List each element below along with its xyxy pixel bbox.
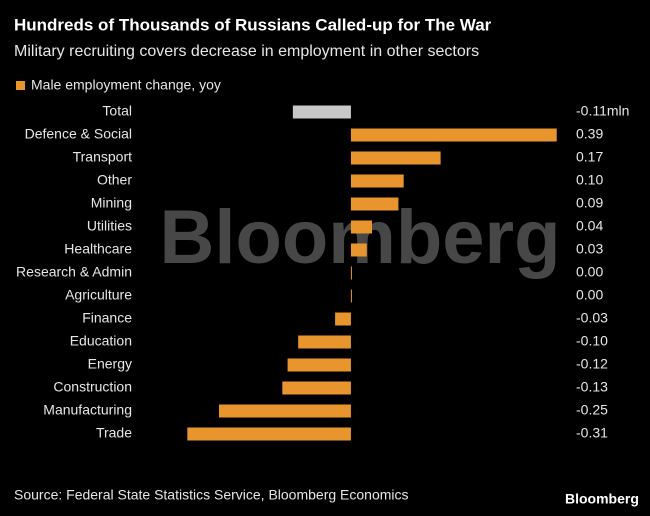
bar	[350, 220, 373, 234]
category-label: Education	[70, 333, 132, 349]
value-label: -0.10	[576, 333, 608, 349]
value-label: 0.09	[576, 195, 603, 211]
bar	[350, 243, 367, 257]
value-label: 0.04	[576, 218, 603, 234]
value-label: -0.13	[576, 379, 608, 395]
value-label: 0.10	[576, 172, 603, 188]
value-label: 0.39	[576, 126, 603, 142]
value-label: -0.25	[576, 402, 608, 418]
chart-title: Hundreds of Thousands of Russians Called…	[14, 15, 492, 34]
logo: Bloomberg	[565, 491, 639, 507]
bar	[350, 128, 557, 142]
bar	[350, 197, 399, 211]
bar	[298, 335, 351, 349]
category-label: Transport	[73, 149, 133, 165]
bar	[187, 427, 351, 441]
category-label: Other	[97, 172, 132, 188]
source: Source: Federal State Statistics Service…	[14, 487, 409, 503]
category-label: Research & Admin	[16, 264, 132, 280]
bar	[350, 266, 352, 280]
bar	[350, 151, 441, 165]
bar	[292, 105, 351, 119]
category-label: Finance	[82, 310, 132, 326]
category-label: Healthcare	[64, 241, 132, 257]
value-label: -0.11mln	[576, 103, 629, 119]
category-label: Defence & Social	[25, 126, 132, 142]
category-label: Agriculture	[65, 287, 132, 303]
bar	[350, 174, 404, 188]
value-label: -0.03	[576, 310, 608, 326]
category-label: Trade	[96, 425, 132, 441]
legend-label: Male employment change, yoy	[31, 77, 221, 93]
legend-swatch	[16, 81, 25, 90]
category-label: Mining	[91, 195, 132, 211]
category-label: Energy	[88, 356, 132, 372]
value-label: 0.00	[576, 287, 603, 303]
value-label: -0.31	[576, 425, 608, 441]
bar	[218, 404, 351, 418]
category-label: Total	[102, 103, 132, 119]
category-label: Construction	[53, 379, 132, 395]
value-label: 0.03	[576, 241, 603, 257]
chart-subtitle: Military recruiting covers decrease in e…	[14, 43, 479, 60]
value-label: 0.17	[576, 149, 603, 165]
value-label: -0.12	[576, 356, 608, 372]
bar	[350, 289, 352, 303]
bar	[335, 312, 351, 326]
bar	[282, 381, 351, 395]
bar	[287, 358, 351, 372]
category-label: Manufacturing	[43, 402, 132, 418]
category-label: Utilities	[87, 218, 132, 234]
value-label: 0.00	[576, 264, 603, 280]
